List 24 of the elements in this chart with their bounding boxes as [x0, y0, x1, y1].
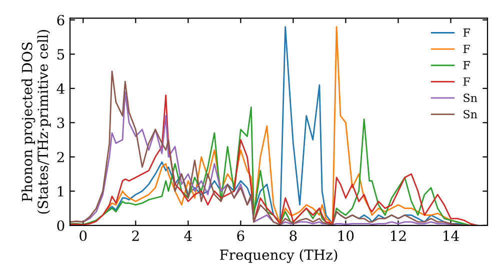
- x-tick-label: 0: [80, 230, 87, 242]
- x-axis-title: Frequency (THz): [220, 249, 338, 263]
- x-tick-label: 6: [237, 230, 244, 242]
- legend-label: Sn: [464, 94, 478, 102]
- y-tick-label: 2: [57, 152, 64, 162]
- legend-label: F: [463, 28, 470, 37]
- x-tick-label: 4: [184, 230, 192, 241]
- legend-label: F: [463, 77, 470, 86]
- legend-label: F: [463, 44, 470, 53]
- x-tick-label: 10: [338, 230, 354, 242]
- y-tick-label: 6: [57, 14, 64, 26]
- line-series: [70, 70, 478, 226]
- x-tick-label: 12: [391, 230, 406, 241]
- y-tick-label: 0: [57, 220, 64, 231]
- y-tick-label: 4: [56, 83, 64, 94]
- y-tick-label: 5: [57, 49, 64, 60]
- x-tick-label: 14: [444, 230, 459, 241]
- legend-label: F: [463, 61, 470, 70]
- y-tick-label: 1: [58, 186, 64, 196]
- x-tick-label: 2: [132, 230, 139, 241]
- y-tick-label: 3: [57, 118, 64, 128]
- y-axis-title: Phonon projected DOS (States/THz·primitive cell): [22, 30, 51, 214]
- legend-label: Sn: [464, 110, 478, 118]
- x-tick-label: 8: [290, 230, 297, 242]
